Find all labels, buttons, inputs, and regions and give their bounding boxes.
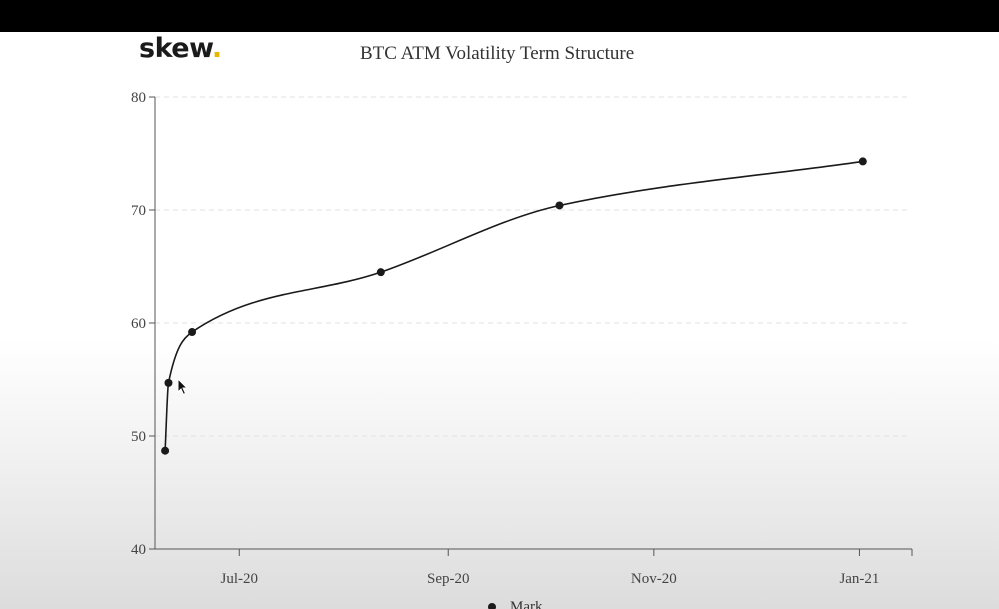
legend: Mark bbox=[488, 599, 543, 609]
data-point bbox=[555, 201, 564, 210]
logo-dot: . bbox=[211, 33, 222, 64]
x-tick-label: Nov-20 bbox=[631, 571, 677, 587]
skew-logo: skew. bbox=[139, 33, 222, 64]
y-tick-label: 50 bbox=[131, 429, 146, 445]
tick-labels: 40 50 60 70 80 Jul-20 Sep-20 Nov-20 Jan-21 bbox=[131, 90, 879, 587]
y-tick-label: 40 bbox=[131, 542, 146, 558]
top-bar bbox=[0, 0, 999, 32]
x-tick-label: Jul-20 bbox=[221, 571, 259, 587]
series-line-mark bbox=[164, 160, 863, 451]
y-tick-label: 70 bbox=[131, 203, 146, 219]
data-point bbox=[858, 157, 867, 166]
x-tick-label: Sep-20 bbox=[427, 571, 470, 587]
chart-title: BTC ATM Volatility Term Structure bbox=[360, 43, 635, 64]
legend-label-mark: Mark bbox=[510, 599, 543, 609]
data-point bbox=[376, 268, 385, 277]
logo-text: skew bbox=[139, 33, 212, 64]
data-point bbox=[161, 446, 170, 455]
series-layer bbox=[161, 157, 867, 455]
y-tick-label: 80 bbox=[131, 90, 146, 106]
x-tick-label: Jan-21 bbox=[839, 571, 879, 587]
data-point bbox=[188, 328, 197, 337]
axes bbox=[149, 96, 913, 556]
y-tick-label: 60 bbox=[131, 316, 146, 332]
mouse-cursor-icon bbox=[177, 378, 189, 396]
data-point bbox=[164, 378, 173, 387]
grid-lines bbox=[155, 96, 910, 437]
legend-marker bbox=[488, 603, 496, 609]
